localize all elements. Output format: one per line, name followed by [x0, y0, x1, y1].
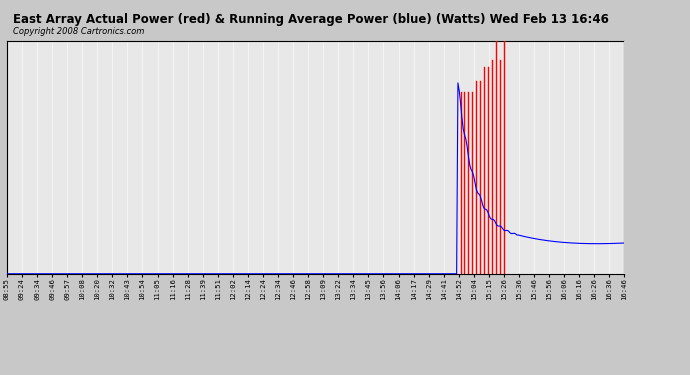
Text: Copyright 2008 Cartronics.com: Copyright 2008 Cartronics.com: [13, 27, 144, 36]
Text: East Array Actual Power (red) & Running Average Power (blue) (Watts) Wed Feb 13 : East Array Actual Power (red) & Running …: [13, 13, 609, 26]
